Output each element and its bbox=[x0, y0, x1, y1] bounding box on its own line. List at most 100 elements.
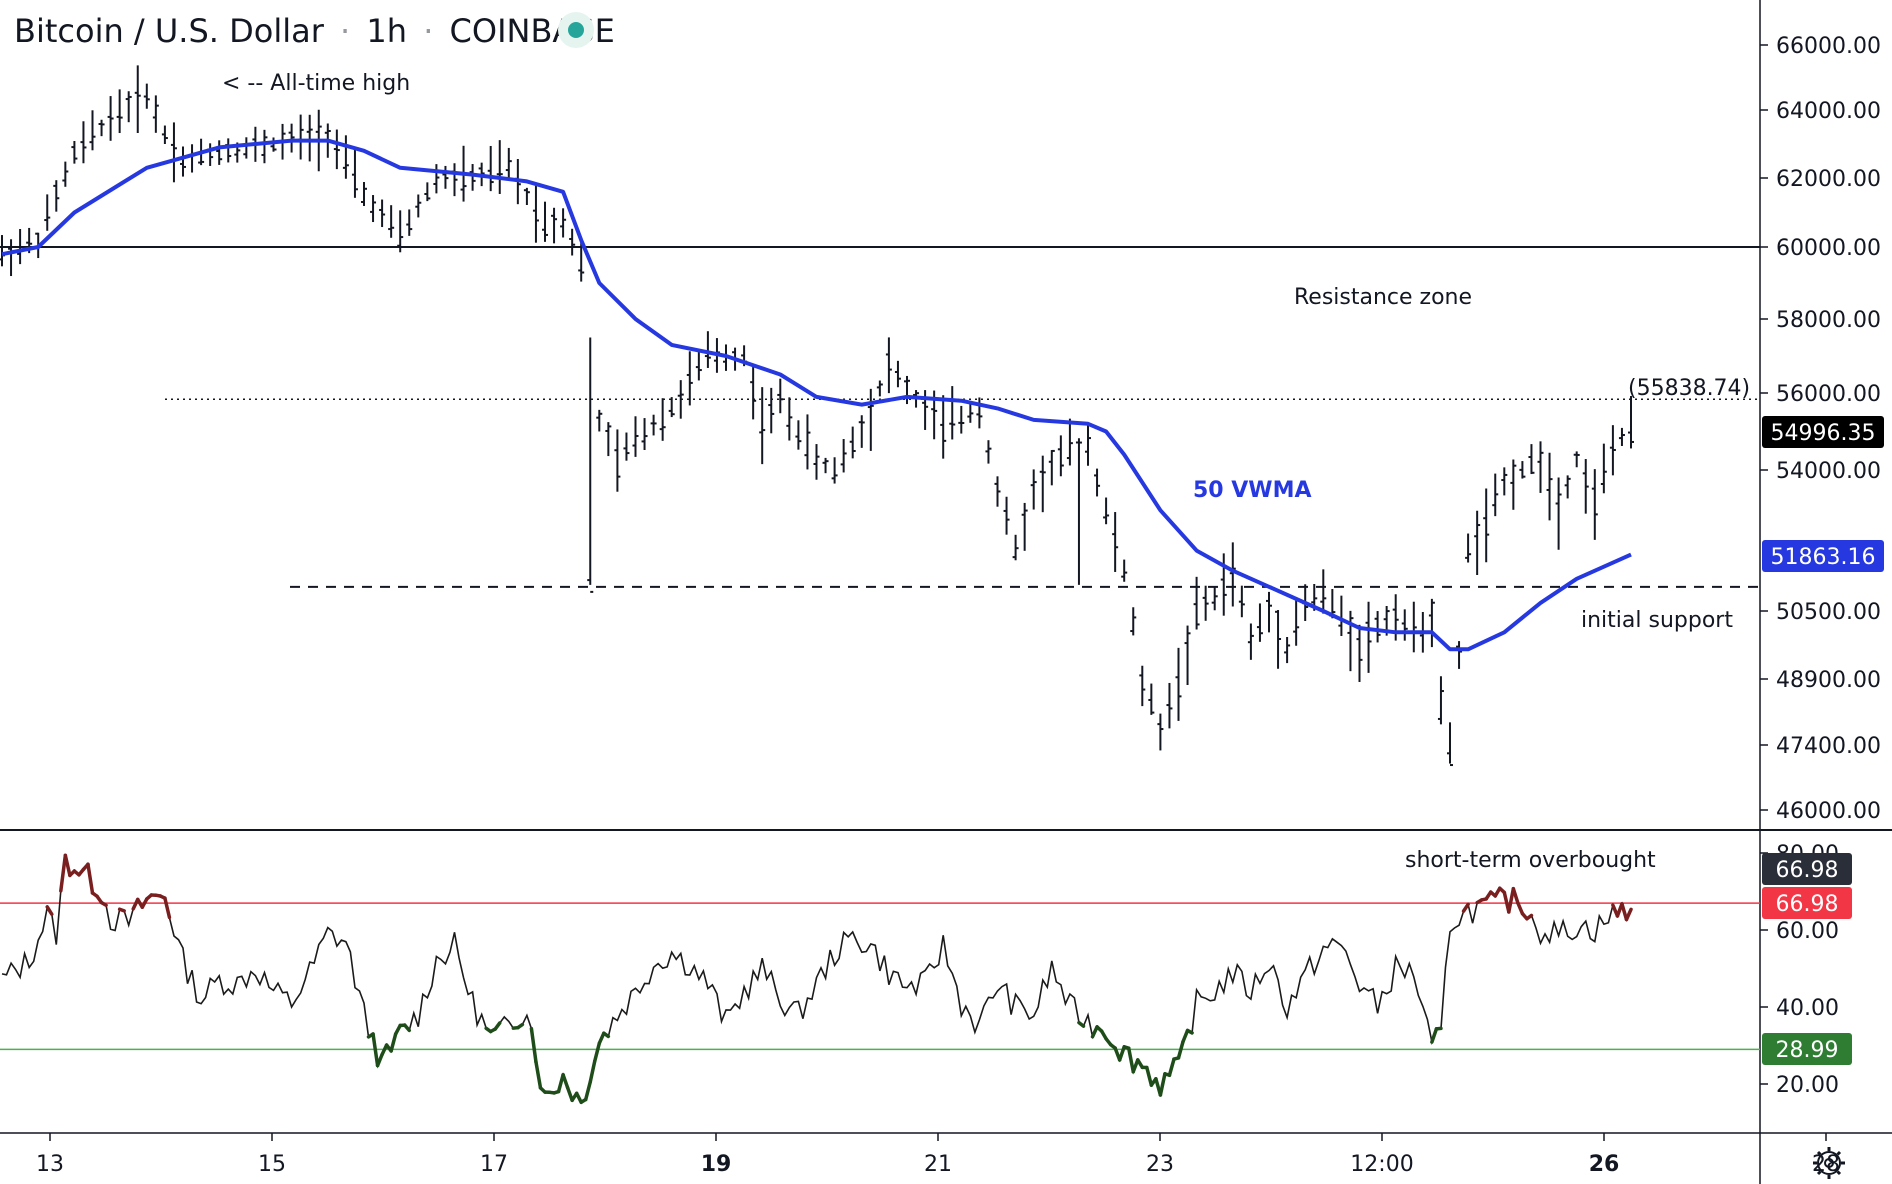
price-bar bbox=[297, 114, 304, 160]
rsi-extreme-segment bbox=[1624, 907, 1633, 922]
price-bar bbox=[216, 140, 223, 165]
symbol-title: Bitcoin / U.S. Dollar · 1h · COINBASE bbox=[14, 12, 615, 50]
price-bar bbox=[867, 388, 874, 451]
rsi-extreme-segment bbox=[1181, 1028, 1190, 1044]
price-bar bbox=[143, 83, 150, 109]
rsi-extreme-segment bbox=[593, 1041, 602, 1063]
price-bar bbox=[433, 164, 440, 194]
price-bar bbox=[8, 239, 15, 277]
price-bar bbox=[1039, 455, 1046, 513]
price-bar bbox=[641, 418, 648, 450]
price-tick-label: 54000.00 bbox=[1776, 459, 1881, 484]
resistance-annotation: Resistance zone bbox=[1294, 285, 1472, 310]
price-bar bbox=[1618, 427, 1625, 446]
price-bar bbox=[1537, 441, 1544, 493]
price-bar bbox=[451, 163, 458, 197]
price-bar bbox=[388, 205, 395, 238]
price-axis-ticks: 66000.00 64000.00 62000.00 60000.00 58000.00… bbox=[1760, 34, 1881, 824]
price-bar bbox=[62, 161, 69, 187]
market-status-icon[interactable] bbox=[558, 12, 594, 48]
price-bar bbox=[650, 414, 657, 436]
price-bar bbox=[750, 366, 757, 420]
price-bars bbox=[0, 65, 1634, 767]
price-bar bbox=[1492, 473, 1499, 517]
price-bar bbox=[831, 457, 838, 484]
price-bar bbox=[1465, 533, 1472, 563]
price-bar bbox=[379, 199, 386, 228]
settings-gear-icon[interactable] bbox=[1813, 1147, 1845, 1179]
price-bar bbox=[1229, 542, 1236, 607]
price-bar bbox=[496, 140, 503, 194]
price-bar bbox=[1591, 469, 1598, 540]
price-tick-label: 56000.00 bbox=[1776, 382, 1881, 407]
price-bar bbox=[967, 403, 974, 423]
price-bar bbox=[1437, 676, 1444, 725]
ath-annotation: < -- All-time high bbox=[222, 71, 410, 96]
price-bar bbox=[207, 143, 214, 166]
price-bar bbox=[342, 135, 349, 179]
rsi-extreme-segment bbox=[516, 1022, 525, 1030]
price-bar bbox=[940, 395, 947, 459]
price-bar bbox=[551, 207, 558, 244]
price-bar bbox=[813, 444, 820, 480]
price-bar bbox=[768, 387, 775, 434]
time-tick-label: 13 bbox=[36, 1152, 64, 1177]
rsi-tick-label: 60.00 bbox=[1776, 919, 1839, 944]
price-bar bbox=[822, 457, 829, 474]
price-bar bbox=[71, 141, 78, 164]
interval-label: 1h bbox=[366, 12, 407, 50]
price-tick-label: 47400.00 bbox=[1776, 734, 1881, 759]
price-bar bbox=[1501, 467, 1508, 496]
rsi-extreme-segment bbox=[1516, 901, 1525, 916]
price-bar bbox=[523, 187, 530, 206]
price-bar bbox=[659, 398, 666, 441]
svg-text:51863.16: 51863.16 bbox=[1771, 545, 1876, 570]
price-bar bbox=[1021, 502, 1028, 551]
price-bar bbox=[1139, 665, 1146, 707]
price-bar bbox=[1582, 459, 1589, 514]
price-bar bbox=[1166, 682, 1173, 729]
price-bar bbox=[0, 235, 5, 267]
price-bar bbox=[152, 95, 159, 133]
rsi-extreme-segment bbox=[375, 1052, 384, 1068]
rsi-extreme-segment bbox=[163, 896, 172, 920]
price-bar bbox=[1519, 461, 1526, 479]
price-bar bbox=[505, 147, 512, 181]
price-bar bbox=[424, 182, 431, 202]
price-bar bbox=[686, 351, 693, 406]
price-bar bbox=[1428, 598, 1435, 648]
rsi-extreme-segment bbox=[1117, 1045, 1126, 1062]
rsi-line-group bbox=[1, 853, 1633, 1105]
rsi-extreme-segment bbox=[565, 1085, 574, 1103]
price-bar bbox=[469, 164, 476, 191]
price-bar bbox=[261, 129, 268, 164]
rsi-extreme-segment bbox=[86, 862, 95, 895]
price-bar bbox=[80, 121, 87, 164]
price-tick-label: 66000.00 bbox=[1776, 34, 1881, 59]
price-bar bbox=[1609, 425, 1616, 476]
vwma-line bbox=[1, 138, 1632, 652]
price-bar bbox=[225, 138, 232, 163]
time-tick-label: 15 bbox=[258, 1152, 286, 1177]
price-bar bbox=[415, 194, 422, 218]
price-bar bbox=[876, 380, 883, 397]
rsi-tick-label: 20.00 bbox=[1776, 1073, 1839, 1098]
support-annotation: initial support bbox=[1581, 608, 1733, 633]
time-tick-label: 26 bbox=[1589, 1152, 1620, 1177]
rsi-extreme-segment bbox=[529, 1026, 538, 1064]
price-bar bbox=[695, 350, 702, 381]
rsi-extreme-segment bbox=[402, 1023, 411, 1033]
svg-text:28.99: 28.99 bbox=[1776, 1038, 1839, 1063]
price-bar bbox=[270, 137, 277, 152]
price-bar bbox=[1573, 451, 1580, 468]
price-bar bbox=[1075, 438, 1082, 585]
rsi-extreme-segment bbox=[1430, 1027, 1439, 1044]
price-bar bbox=[361, 182, 367, 206]
price-bar bbox=[1012, 534, 1019, 561]
price-bar bbox=[397, 210, 404, 253]
price-bar bbox=[632, 416, 639, 457]
rsi-tick-label: 40.00 bbox=[1776, 996, 1839, 1021]
price-bar bbox=[605, 422, 612, 457]
